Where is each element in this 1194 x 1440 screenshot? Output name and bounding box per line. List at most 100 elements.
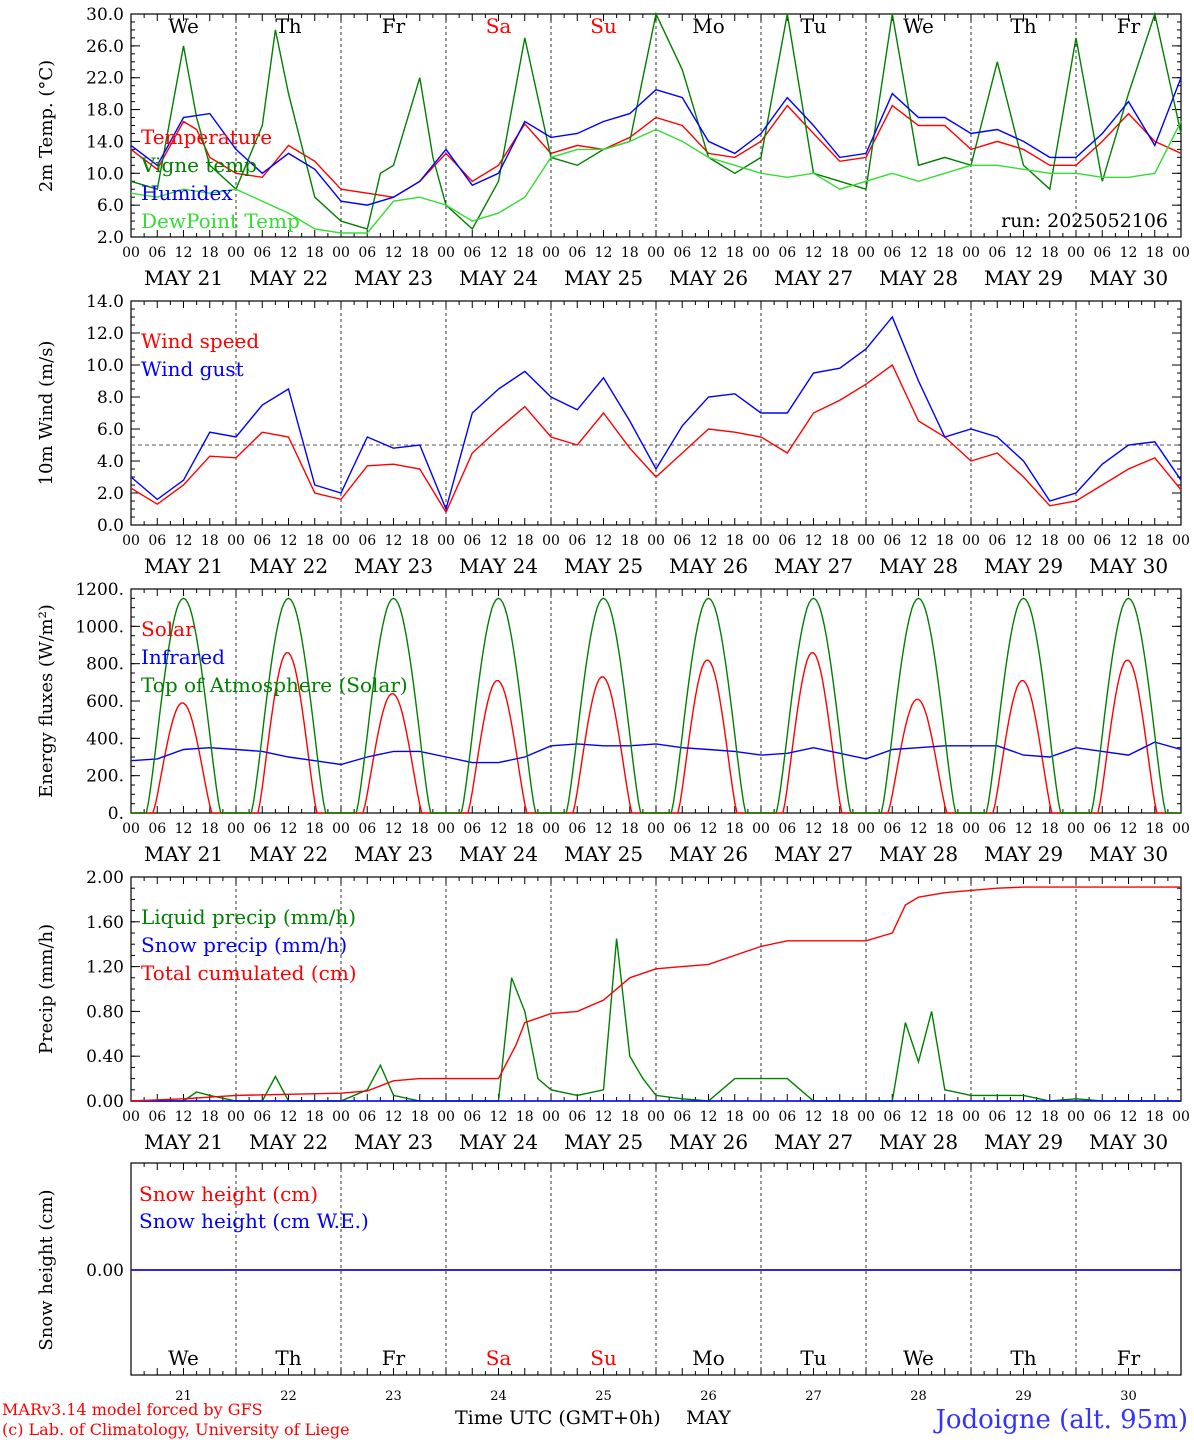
legend-entry: Snow precip (mm/h) bbox=[141, 933, 347, 957]
day-of-month-label: 29 bbox=[1015, 1389, 1032, 1404]
x-hour-label: 00 bbox=[1067, 533, 1085, 549]
x-hour-label: 12 bbox=[910, 245, 928, 261]
x-hour-label: 18 bbox=[726, 245, 744, 261]
x-date-label: MAY 26 bbox=[669, 842, 748, 866]
legend-entry: DewPoint Temp bbox=[141, 209, 300, 233]
x-hour-label: 12 bbox=[490, 1109, 508, 1125]
x-hour-label: 18 bbox=[726, 821, 744, 837]
day-of-month-label: 25 bbox=[595, 1389, 612, 1404]
x-date-label: MAY 26 bbox=[669, 554, 748, 578]
x-hour-label: 00 bbox=[542, 533, 560, 549]
x-hour-label: 18 bbox=[516, 533, 534, 549]
x-hour-label: 12 bbox=[1120, 821, 1138, 837]
x-hour-label: 06 bbox=[568, 245, 586, 261]
series-line-vigne-temp bbox=[130, 11, 1182, 231]
x-date-label: MAY 22 bbox=[249, 554, 328, 578]
x-hour-label: 06 bbox=[358, 1109, 376, 1125]
x-hour-label: 00 bbox=[962, 821, 980, 837]
weekday-label: Fr bbox=[1117, 14, 1141, 38]
y-tick-label: 0. bbox=[108, 804, 124, 824]
x-date-label: MAY 27 bbox=[774, 554, 853, 578]
y-axis-label: Precip (mm/h) bbox=[36, 924, 57, 1054]
y-tick-label: 400. bbox=[86, 729, 124, 749]
x-date-label: MAY 29 bbox=[984, 554, 1063, 578]
x-hour-label: 06 bbox=[778, 533, 796, 549]
x-hour-label: 06 bbox=[148, 1109, 166, 1125]
x-date-label: MAY 21 bbox=[144, 266, 223, 290]
x-hour-label: 12 bbox=[385, 245, 403, 261]
x-hour-label: 12 bbox=[595, 245, 613, 261]
legend-entry: Humidex bbox=[141, 181, 233, 205]
panel-5: 0.00 Snow height (cm) Snow height (cm) Snow… bbox=[36, 1162, 1182, 1404]
x-hour-label: 00 bbox=[122, 1109, 140, 1125]
series-line-total-cumulated-cm- bbox=[130, 886, 1181, 1102]
x-hour-label: 00 bbox=[437, 533, 455, 549]
x-hour-label: 18 bbox=[831, 245, 849, 261]
day-of-month-label: 28 bbox=[910, 1389, 927, 1404]
weekday-label: We bbox=[903, 14, 934, 38]
x-hour-label: 06 bbox=[988, 533, 1006, 549]
x-date-label: MAY 27 bbox=[774, 842, 853, 866]
x-hour-label: 06 bbox=[673, 245, 691, 261]
x-hour-label: 18 bbox=[201, 245, 219, 261]
panel-3: 0. 200. 400. 600. 800. 1000. 1200. Energy fluxe… bbox=[36, 580, 1190, 866]
panel-1: 2.0 6.0 10.0 14.0 18.0 22.0 26.0 30.0 2m Temp. (… bbox=[36, 5, 1190, 290]
x-hour-label: 12 bbox=[490, 245, 508, 261]
x-hour-label: 00 bbox=[752, 1109, 770, 1125]
y-tick-label: 1.60 bbox=[86, 913, 124, 933]
x-date-label: MAY 26 bbox=[669, 266, 748, 290]
x-hour-label: 12 bbox=[1015, 245, 1033, 261]
x-hour-label: 00 bbox=[1172, 245, 1190, 261]
weekday-label: Sa bbox=[486, 1346, 512, 1370]
x-hour-label: 18 bbox=[516, 821, 534, 837]
x-hour-label: 06 bbox=[568, 821, 586, 837]
x-hour-label: 12 bbox=[805, 245, 823, 261]
x-hour-label: 18 bbox=[516, 1109, 534, 1125]
x-date-label: MAY 24 bbox=[459, 842, 538, 866]
x-hour-label: 00 bbox=[647, 821, 665, 837]
x-hour-label: 06 bbox=[988, 821, 1006, 837]
x-hour-label: 06 bbox=[253, 821, 271, 837]
day-of-month-label: 21 bbox=[175, 1389, 192, 1404]
y-tick-label: 1200. bbox=[75, 580, 124, 600]
run-label: run: 2025052106 bbox=[1001, 210, 1168, 232]
x-hour-label: 00 bbox=[122, 821, 140, 837]
x-date-label: MAY 28 bbox=[879, 842, 958, 866]
x-hour-label: 00 bbox=[332, 533, 350, 549]
x-hour-label: 18 bbox=[201, 1109, 219, 1125]
series-line-dewpoint-temp bbox=[130, 121, 1182, 234]
x-hour-label: 18 bbox=[621, 1109, 639, 1125]
x-hour-label: 06 bbox=[883, 245, 901, 261]
x-hour-label: 18 bbox=[411, 245, 429, 261]
weekday-label: We bbox=[903, 1346, 934, 1370]
x-date-label: MAY 25 bbox=[564, 266, 643, 290]
x-hour-label: 12 bbox=[805, 1109, 823, 1125]
x-hour-label: 12 bbox=[280, 821, 298, 837]
x-hour-label: 18 bbox=[1041, 533, 1059, 549]
x-hour-label: 12 bbox=[1120, 1109, 1138, 1125]
x-hour-label: 06 bbox=[463, 1109, 481, 1125]
x-date-label: MAY 30 bbox=[1089, 554, 1168, 578]
x-hour-label: 12 bbox=[175, 821, 193, 837]
x-hour-label: 12 bbox=[1015, 821, 1033, 837]
y-tick-label: 2.0 bbox=[97, 484, 124, 504]
x-hour-label: 06 bbox=[148, 821, 166, 837]
day-of-month-label: 27 bbox=[805, 1389, 822, 1404]
x-hour-label: 06 bbox=[883, 821, 901, 837]
x-hour-label: 00 bbox=[332, 245, 350, 261]
y-axis-label: Snow height (cm) bbox=[36, 1189, 57, 1350]
series-line-wind-gust bbox=[130, 315, 1182, 512]
y-tick-label: 14.0 bbox=[86, 132, 124, 152]
x-date-label: MAY 28 bbox=[879, 554, 958, 578]
x-hour-label: 06 bbox=[253, 1109, 271, 1125]
x-date-label: MAY 25 bbox=[564, 1130, 643, 1154]
x-hour-label: 00 bbox=[227, 1109, 245, 1125]
x-hour-label: 18 bbox=[1146, 1109, 1164, 1125]
panel-2: 0.0 2.0 4.0 6.0 8.0 10.0 12.0 14.0 10m Wind (m/s… bbox=[36, 292, 1190, 578]
weekday-label: Th bbox=[275, 1346, 301, 1370]
x-hour-label: 00 bbox=[1172, 1109, 1190, 1125]
x-hour-label: 18 bbox=[621, 821, 639, 837]
x-hour-label: 06 bbox=[568, 1109, 586, 1125]
x-date-label: MAY 23 bbox=[354, 1130, 433, 1154]
